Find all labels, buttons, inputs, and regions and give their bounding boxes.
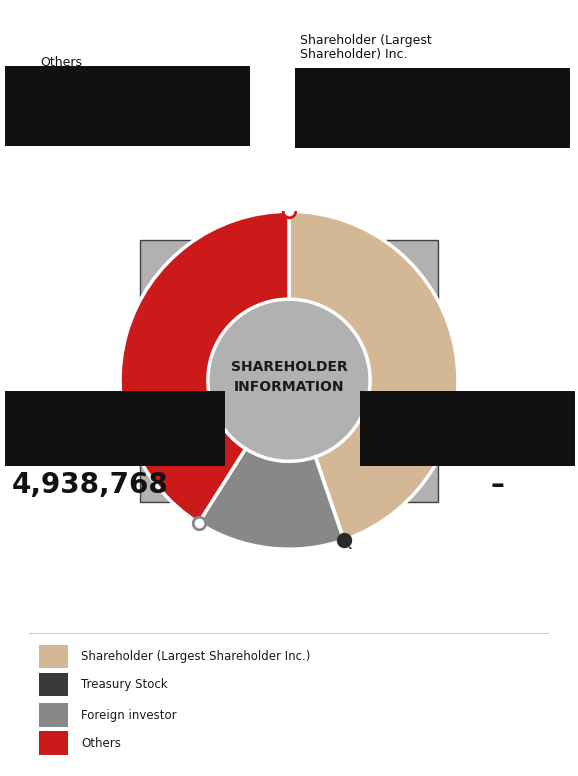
FancyBboxPatch shape (39, 703, 68, 727)
FancyBboxPatch shape (140, 240, 438, 502)
Text: –: – (490, 471, 504, 499)
Text: Others: Others (81, 736, 121, 750)
Text: SHAREHOLDER
INFORMATION: SHAREHOLDER INFORMATION (231, 360, 347, 393)
FancyBboxPatch shape (5, 66, 250, 146)
Text: Shareholder (Largest: Shareholder (Largest (300, 34, 432, 47)
FancyBboxPatch shape (360, 391, 575, 466)
Wedge shape (316, 457, 344, 540)
Text: Treasury Stock: Treasury Stock (81, 678, 168, 691)
Text: 4,938,768: 4,938,768 (12, 471, 169, 499)
FancyBboxPatch shape (39, 673, 68, 696)
FancyBboxPatch shape (39, 645, 68, 668)
Text: 15,502,083: 15,502,083 (305, 70, 481, 98)
FancyBboxPatch shape (295, 68, 570, 148)
FancyBboxPatch shape (39, 731, 68, 755)
FancyBboxPatch shape (5, 391, 225, 466)
Text: Shareholder) Inc.: Shareholder) Inc. (300, 48, 407, 61)
Text: Foreign investor: Foreign investor (81, 708, 176, 722)
Text: Shareholder (Largest Shareholder Inc.): Shareholder (Largest Shareholder Inc.) (81, 650, 310, 663)
Wedge shape (289, 211, 458, 540)
Text: Foreign investor: Foreign investor (12, 393, 113, 406)
Text: Treasury Stock: Treasury Stock (368, 393, 460, 406)
Wedge shape (198, 449, 344, 549)
Text: Others: Others (40, 56, 82, 69)
Wedge shape (120, 211, 289, 523)
Text: 14,207,174: 14,207,174 (12, 68, 188, 96)
